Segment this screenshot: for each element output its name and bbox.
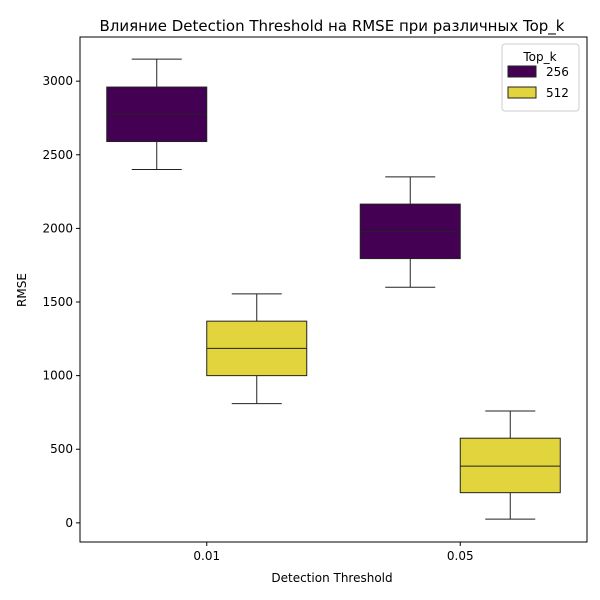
x-axis-label: Detection Threshold bbox=[271, 571, 392, 585]
y-tick-label: 1000 bbox=[42, 369, 73, 383]
legend-label-256: 256 bbox=[546, 65, 569, 79]
box-512-0.05 bbox=[459, 410, 561, 520]
legend-title: Top_k bbox=[522, 50, 556, 64]
y-tick-label: 3000 bbox=[42, 74, 73, 88]
y-axis-label: RMSE bbox=[15, 273, 29, 307]
legend: Top_k 256 512 bbox=[501, 43, 580, 112]
box-256-0.01 bbox=[106, 58, 208, 171]
y-tick-label: 1500 bbox=[42, 295, 73, 309]
legend-swatch-512 bbox=[507, 86, 537, 99]
y-tick-label: 500 bbox=[50, 442, 73, 456]
legend-swatch-256 bbox=[507, 65, 537, 78]
y-tick-label: 0 bbox=[65, 516, 73, 530]
box-512-0.01 bbox=[206, 293, 308, 405]
x-tick-label: 0.05 bbox=[447, 549, 474, 563]
plot-frame bbox=[79, 36, 588, 543]
legend-label-512: 512 bbox=[546, 86, 569, 100]
y-tick-label: 2000 bbox=[42, 221, 73, 235]
x-tick-label: 0.01 bbox=[193, 549, 220, 563]
plot-area bbox=[106, 58, 561, 520]
box-body bbox=[459, 437, 561, 494]
box-256-0.05 bbox=[359, 176, 461, 288]
y-tick-label: 2500 bbox=[42, 148, 73, 162]
chart-title: Влияние Detection Threshold на RMSE при … bbox=[100, 17, 565, 36]
